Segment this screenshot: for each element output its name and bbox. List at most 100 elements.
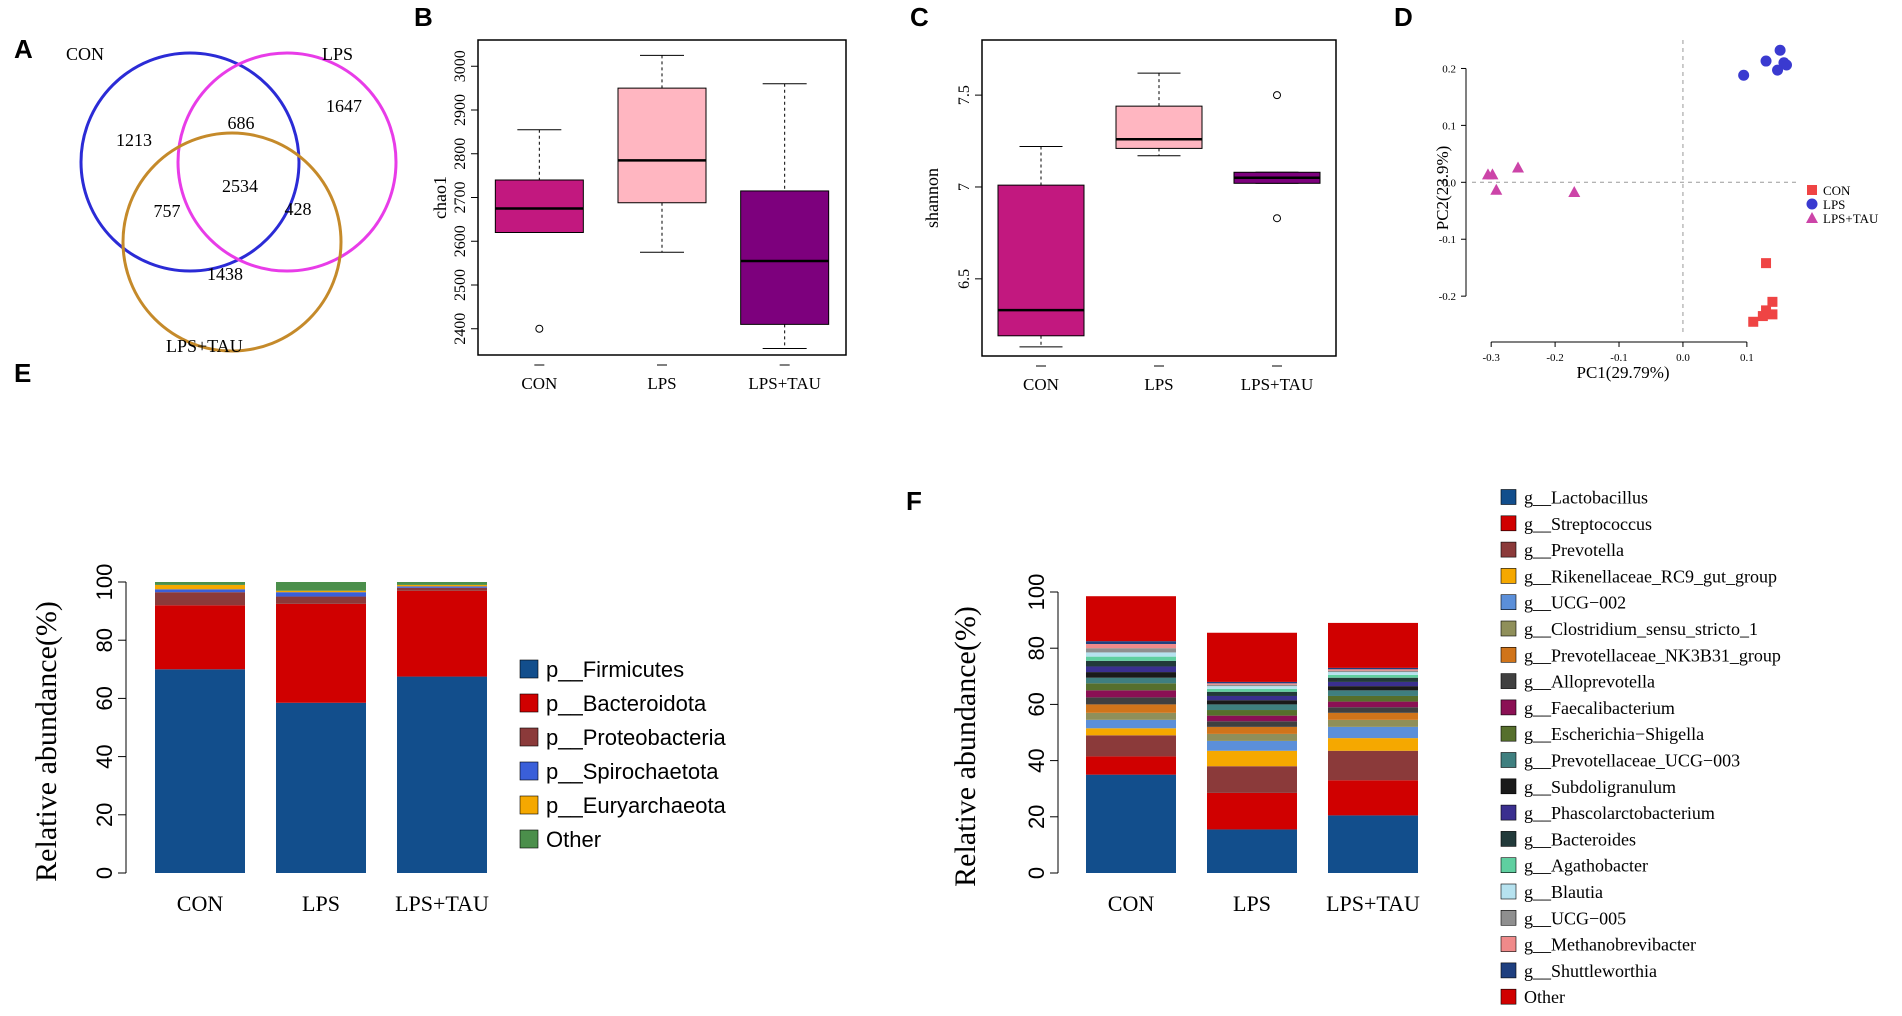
bar-segment <box>1328 677 1418 682</box>
venn-count-lps-only: 1647 <box>326 96 362 116</box>
bar-segment <box>1328 672 1418 675</box>
bar-segment <box>1328 695 1418 702</box>
scatter-point <box>1738 69 1750 81</box>
bar-segment <box>1086 672 1176 678</box>
bar-segment <box>1086 690 1176 698</box>
legend-label: g__Blautia <box>1524 882 1603 902</box>
legend-label: g__UCG−005 <box>1524 908 1626 928</box>
x-axis-label: PC1(29.79%) <box>1576 363 1669 382</box>
x-tick-label: LPS <box>302 891 340 916</box>
scatter-point <box>1772 64 1784 76</box>
y-tick-label: -0.1 <box>1439 234 1456 246</box>
legend-swatch <box>1500 962 1517 979</box>
legend-swatch <box>519 761 539 781</box>
y-tick-label: 2800 <box>452 138 469 170</box>
genus-stacked-bar: 0 20 40 60 80 100 Relative abundance(%) CON LPS L… <box>949 487 1781 1007</box>
y-tick-label: 60 <box>1024 692 1049 716</box>
y-axis-label: chao1 <box>430 176 450 219</box>
scatter-point <box>1486 168 1499 180</box>
legend-label: g__Prevotellaceae_UCG−003 <box>1524 750 1740 770</box>
bar-segment <box>1207 686 1297 689</box>
bar-segment <box>1086 660 1176 667</box>
y-axis-label: Relative abundance(%) <box>949 606 982 887</box>
y-tick-label: -0.2 <box>1439 291 1456 303</box>
bar-segment <box>1086 712 1176 720</box>
scatter-point <box>1780 59 1792 71</box>
bar-segment <box>1086 641 1176 644</box>
legend-label: p__Firmicutes <box>546 657 684 682</box>
x-tick-label: -0.1 <box>1610 352 1627 364</box>
x-tick-label: -0.2 <box>1546 352 1563 364</box>
bar-segment <box>1328 815 1418 873</box>
y-tick-label: 0 <box>1024 867 1049 879</box>
legend-swatch <box>519 693 539 713</box>
legend-label: g__Prevotellaceae_NK3B31_group <box>1524 645 1781 665</box>
panel-letter-e: E <box>14 358 31 388</box>
scatter-point <box>1568 185 1581 197</box>
scatter-point <box>1512 161 1525 173</box>
legend-swatch <box>1500 804 1517 821</box>
legend-marker <box>1806 198 1818 210</box>
x-tick-label: LPS+TAU <box>748 374 820 393</box>
bar-segment <box>1086 704 1176 713</box>
legend-swatch <box>1500 857 1517 874</box>
bar-segment <box>1207 733 1297 741</box>
venn-count-con-only: 1213 <box>116 130 152 150</box>
outlier-point <box>1273 91 1281 100</box>
bar-segment <box>1328 686 1418 691</box>
y-tick-label: 2700 <box>452 182 469 214</box>
scatter-point <box>1761 305 1772 316</box>
bar-segment <box>155 605 245 670</box>
bar-segment <box>276 603 366 703</box>
legend-marker <box>1806 212 1818 223</box>
legend-label: g__Streptococcus <box>1524 514 1652 534</box>
y-tick-label: 2600 <box>452 225 469 257</box>
legend-swatch <box>1500 909 1517 926</box>
bar-segment <box>1328 622 1418 668</box>
x-tick-label: 0.1 <box>1740 352 1754 364</box>
bar-segment <box>1328 670 1418 673</box>
bar-segment <box>1086 677 1176 684</box>
y-tick-label: 0.1 <box>1442 120 1456 132</box>
bar-segment <box>276 590 366 593</box>
venn-circle-con <box>79 51 301 273</box>
scatter-point <box>1760 55 1772 67</box>
plot-frame <box>981 39 1337 357</box>
legend-swatch <box>519 727 539 747</box>
legend-swatch <box>1500 752 1517 768</box>
venn-count-con-tau: 757 <box>154 201 181 221</box>
bar-segment <box>1086 683 1176 691</box>
shannon-boxplot: 6.5 7 7.5 shannon CON LPS LPS+TAU <box>922 39 1337 394</box>
y-tick-label: 20 <box>92 803 117 827</box>
legend-label: p__Spirochaetota <box>546 759 719 784</box>
legend-label: g__Subdoligranulum <box>1524 777 1676 797</box>
legend-swatch <box>1500 489 1517 505</box>
panel-letter-f: F <box>906 486 922 516</box>
scatter-point <box>1767 296 1778 307</box>
bar-segment <box>1086 728 1176 736</box>
legend-swatch <box>1500 831 1517 847</box>
venn-count-con-lps: 686 <box>228 113 255 133</box>
bar-segment <box>397 676 487 873</box>
venn-label-con: CON <box>66 44 104 64</box>
venn-count-tau-only: 1438 <box>207 264 243 284</box>
panel-letter-c: C <box>910 2 929 32</box>
y-tick-label: 40 <box>1024 748 1049 772</box>
box <box>740 190 830 325</box>
bar-segment <box>1207 700 1297 705</box>
bar-segment <box>1207 683 1297 685</box>
bar-segment <box>397 586 487 588</box>
x-tick-label: CON <box>521 374 557 393</box>
bar-segment <box>1207 740 1297 751</box>
x-tick-label: CON <box>1023 375 1059 394</box>
venn-label-lps-tau: LPS+TAU <box>166 336 243 356</box>
legend-swatch <box>1500 646 1517 663</box>
bar-segment <box>1207 704 1297 711</box>
bar-segment <box>1207 681 1297 684</box>
legend-swatch <box>1500 778 1517 795</box>
x-tick-label: LPS+TAU <box>395 891 489 916</box>
bar-segment <box>1086 596 1176 642</box>
legend-label: g__Methanobrevibacter <box>1524 935 1696 955</box>
box <box>617 87 707 204</box>
bar-segment <box>1086 666 1176 673</box>
